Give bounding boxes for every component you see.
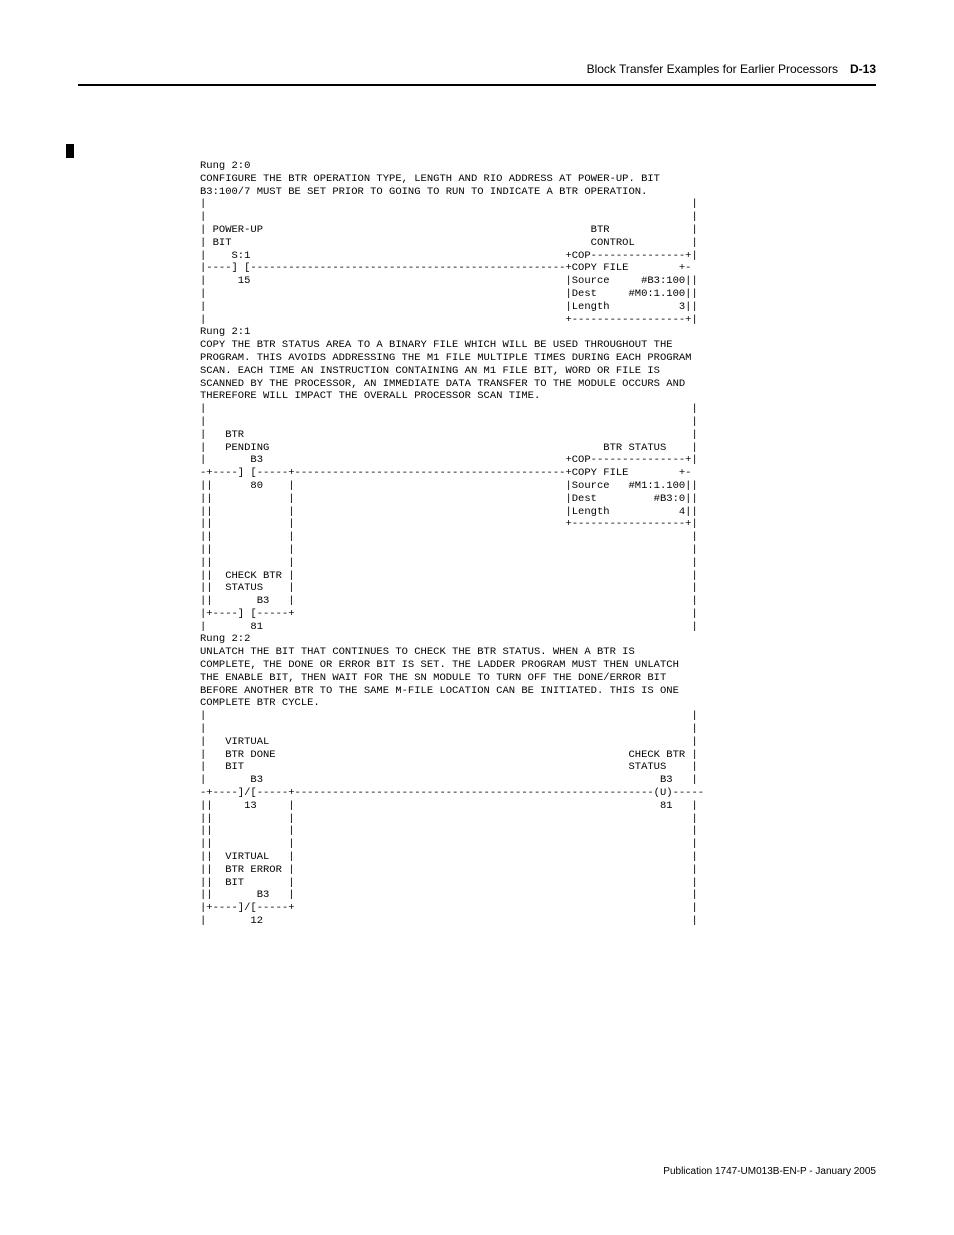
header-rule <box>78 84 876 86</box>
ladder-code: Rung 2:0 CONFIGURE THE BTR OPERATION TYP… <box>200 160 704 928</box>
rung21-ladder: | | | | | BTR <box>200 403 698 633</box>
section-marker <box>66 144 74 158</box>
rung22-desc5: COMPLETE BTR CYCLE. <box>200 697 320 709</box>
rung22-desc1: UNLATCH THE BIT THAT CONTINUES TO CHECK … <box>200 646 635 658</box>
rung21-desc2: PROGRAM. THIS AVOIDS ADDRESSING THE M1 F… <box>200 352 691 364</box>
page-header: Block Transfer Examples for Earlier Proc… <box>587 62 876 76</box>
rung20-desc2: B3:100/7 MUST BE SET PRIOR TO GOING TO R… <box>200 186 647 198</box>
rung22-ladder: | | | | | VIRTUAL <box>200 710 704 927</box>
page-number: D-13 <box>850 62 876 76</box>
rung20-ladder: | | | | | POWER-UP <box>200 198 698 325</box>
rung22-label: Rung 2:2 <box>200 633 250 645</box>
rung21-label: Rung 2:1 <box>200 326 250 338</box>
rung21-desc4: SCANNED BY THE PROCESSOR, AN IMMEDIATE D… <box>200 378 685 390</box>
rung22-desc2: COMPLETE, THE DONE OR ERROR BIT IS SET. … <box>200 659 679 671</box>
footer-text: Publication 1747-UM013B-EN-P - January 2… <box>663 1166 876 1177</box>
rung21-desc1: COPY THE BTR STATUS AREA TO A BINARY FIL… <box>200 339 673 351</box>
rung20-label: Rung 2:0 <box>200 160 250 172</box>
rung20-desc1: CONFIGURE THE BTR OPERATION TYPE, LENGTH… <box>200 173 660 185</box>
header-title: Block Transfer Examples for Earlier Proc… <box>587 62 838 76</box>
page-footer: Publication 1747-UM013B-EN-P - January 2… <box>663 1166 876 1177</box>
rung22-desc4: BEFORE ANOTHER BTR TO THE SAME M-FILE LO… <box>200 685 679 697</box>
rung21-desc3: SCAN. EACH TIME AN INSTRUCTION CONTAININ… <box>200 365 660 377</box>
rung22-desc3: THE ENABLE BIT, THEN WAIT FOR THE SN MOD… <box>200 672 666 684</box>
rung21-desc5: THEREFORE WILL IMPACT THE OVERALL PROCES… <box>200 390 540 402</box>
